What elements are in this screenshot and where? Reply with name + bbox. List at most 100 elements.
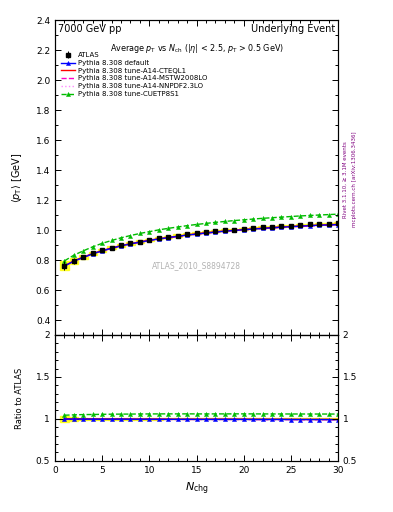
Pythia 8.308 tune-CUETP8S1 [270,215,274,221]
Pythia 8.308 default [213,229,218,235]
Pythia 8.308 tune-A14-MSTW2008LO [90,251,95,257]
Pythia 8.308 tune-A14-CTEQL1 [326,222,331,228]
Pythia 8.308 tune-CUETP8S1 [138,230,142,237]
Pythia 8.308 default [260,225,265,231]
Line: Pythia 8.308 tune-A14-NNPDF2.3LO: Pythia 8.308 tune-A14-NNPDF2.3LO [64,225,338,266]
Pythia 8.308 tune-A14-NNPDF2.3LO [90,251,95,257]
Pythia 8.308 tune-A14-MSTW2008LO [307,223,312,229]
Pythia 8.308 default [298,223,303,229]
Pythia 8.308 tune-A14-CTEQL1 [288,223,293,229]
Pythia 8.308 tune-A14-CTEQL1 [251,226,255,232]
Text: Underlying Event: Underlying Event [251,24,335,34]
Pythia 8.308 default [109,245,114,251]
Pythia 8.308 tune-A14-NNPDF2.3LO [138,240,142,246]
Pythia 8.308 tune-A14-CTEQL1 [128,241,133,247]
Pythia 8.308 tune-A14-MSTW2008LO [175,233,180,240]
Bar [296,418,305,419]
Pythia 8.308 tune-A14-MSTW2008LO [270,225,274,231]
Bar [107,246,116,249]
Pythia 8.308 tune-A14-NNPDF2.3LO [109,246,114,252]
Bar [315,223,323,225]
Pythia 8.308 tune-A14-NNPDF2.3LO [119,243,123,249]
Bar [258,418,267,419]
Pythia 8.308 tune-A14-CTEQL1 [194,231,199,237]
Pythia 8.308 default [204,230,208,236]
Pythia 8.308 tune-A14-NNPDF2.3LO [185,232,189,239]
Bar [173,418,182,419]
Bar [136,240,144,243]
Pythia 8.308 tune-A14-MSTW2008LO [194,231,199,237]
Pythia 8.308 tune-A14-MSTW2008LO [279,224,284,230]
Pythia 8.308 tune-A14-NNPDF2.3LO [298,224,303,230]
Pythia 8.308 tune-A14-NNPDF2.3LO [326,222,331,228]
Pythia 8.308 tune-A14-CTEQL1 [222,228,227,234]
Pythia 8.308 default [81,254,86,261]
Pythia 8.308 tune-A14-MSTW2008LO [317,222,321,228]
Pythia 8.308 tune-A14-CTEQL1 [317,222,321,228]
Pythia 8.308 default [326,222,331,228]
Bar [60,416,69,422]
Pythia 8.308 tune-A14-CTEQL1 [72,258,76,264]
Pythia 8.308 default [194,231,199,237]
Pythia 8.308 tune-CUETP8S1 [119,234,123,241]
Legend: ATLAS, Pythia 8.308 default, Pythia 8.308 tune-A14-CTEQL1, Pythia 8.308 tune-A14: ATLAS, Pythia 8.308 default, Pythia 8.30… [61,52,208,97]
Pythia 8.308 tune-A14-MSTW2008LO [288,224,293,230]
Text: Average $p_\mathsf{T}$ vs $N_\mathsf{ch}$ ($|\eta|$ < 2.5, $p_\mathsf{T}$ > 0.5 : Average $p_\mathsf{T}$ vs $N_\mathsf{ch}… [110,42,283,55]
Pythia 8.308 tune-A14-MSTW2008LO [336,222,340,228]
Bar [239,228,248,230]
Pythia 8.308 default [147,238,152,244]
Pythia 8.308 tune-A14-MSTW2008LO [326,222,331,228]
Pythia 8.308 tune-A14-MSTW2008LO [185,232,189,239]
Pythia 8.308 tune-CUETP8S1 [241,217,246,223]
Pythia 8.308 default [119,243,123,249]
Bar [154,237,163,240]
Bar [98,249,107,252]
Pythia 8.308 default [336,222,340,228]
Bar [126,418,135,420]
Pythia 8.308 tune-A14-CTEQL1 [307,222,312,228]
Pythia 8.308 tune-CUETP8S1 [307,212,312,219]
Bar [192,232,201,234]
Pythia 8.308 tune-A14-CTEQL1 [204,229,208,236]
Bar [324,418,333,419]
Pythia 8.308 tune-A14-MSTW2008LO [81,254,86,261]
Pythia 8.308 tune-A14-NNPDF2.3LO [72,258,76,264]
Bar [164,236,173,238]
Pythia 8.308 tune-CUETP8S1 [90,244,95,250]
Text: ATLAS_2010_S8894728: ATLAS_2010_S8894728 [152,261,241,270]
Pythia 8.308 tune-A14-NNPDF2.3LO [241,227,246,233]
Pythia 8.308 tune-A14-NNPDF2.3LO [270,225,274,231]
Pythia 8.308 tune-A14-CTEQL1 [260,225,265,231]
Bar [268,226,276,228]
Bar [126,242,135,245]
Pythia 8.308 default [175,233,180,240]
Line: Pythia 8.308 tune-A14-CTEQL1: Pythia 8.308 tune-A14-CTEQL1 [64,224,338,266]
Pythia 8.308 tune-A14-NNPDF2.3LO [213,229,218,236]
Pythia 8.308 tune-A14-MSTW2008LO [222,228,227,234]
Pythia 8.308 tune-A14-MSTW2008LO [138,239,142,245]
Pythia 8.308 tune-A14-MSTW2008LO [241,227,246,233]
Pythia 8.308 default [251,226,255,232]
Pythia 8.308 tune-A14-MSTW2008LO [119,243,123,249]
Pythia 8.308 tune-A14-NNPDF2.3LO [81,254,86,261]
Pythia 8.308 tune-A14-NNPDF2.3LO [307,223,312,229]
Pythia 8.308 tune-A14-MSTW2008LO [128,241,133,247]
Bar [107,418,116,420]
Bar [117,418,125,420]
Bar [305,224,314,225]
Pythia 8.308 tune-CUETP8S1 [62,258,67,264]
Pythia 8.308 tune-A14-NNPDF2.3LO [260,226,265,232]
Pythia 8.308 default [232,227,237,233]
Pythia 8.308 tune-A14-CTEQL1 [62,263,67,269]
Bar [98,418,107,420]
Pythia 8.308 tune-A14-NNPDF2.3LO [100,248,105,254]
Pythia 8.308 tune-A14-MSTW2008LO [232,227,237,233]
Pythia 8.308 tune-A14-NNPDF2.3LO [175,233,180,240]
Pythia 8.308 tune-A14-NNPDF2.3LO [251,226,255,232]
Bar [334,418,342,419]
Pythia 8.308 tune-A14-MSTW2008LO [204,230,208,236]
Bar [258,226,267,228]
Pythia 8.308 tune-A14-NNPDF2.3LO [156,236,161,242]
Pythia 8.308 tune-A14-CTEQL1 [336,221,340,227]
Bar [88,252,97,255]
